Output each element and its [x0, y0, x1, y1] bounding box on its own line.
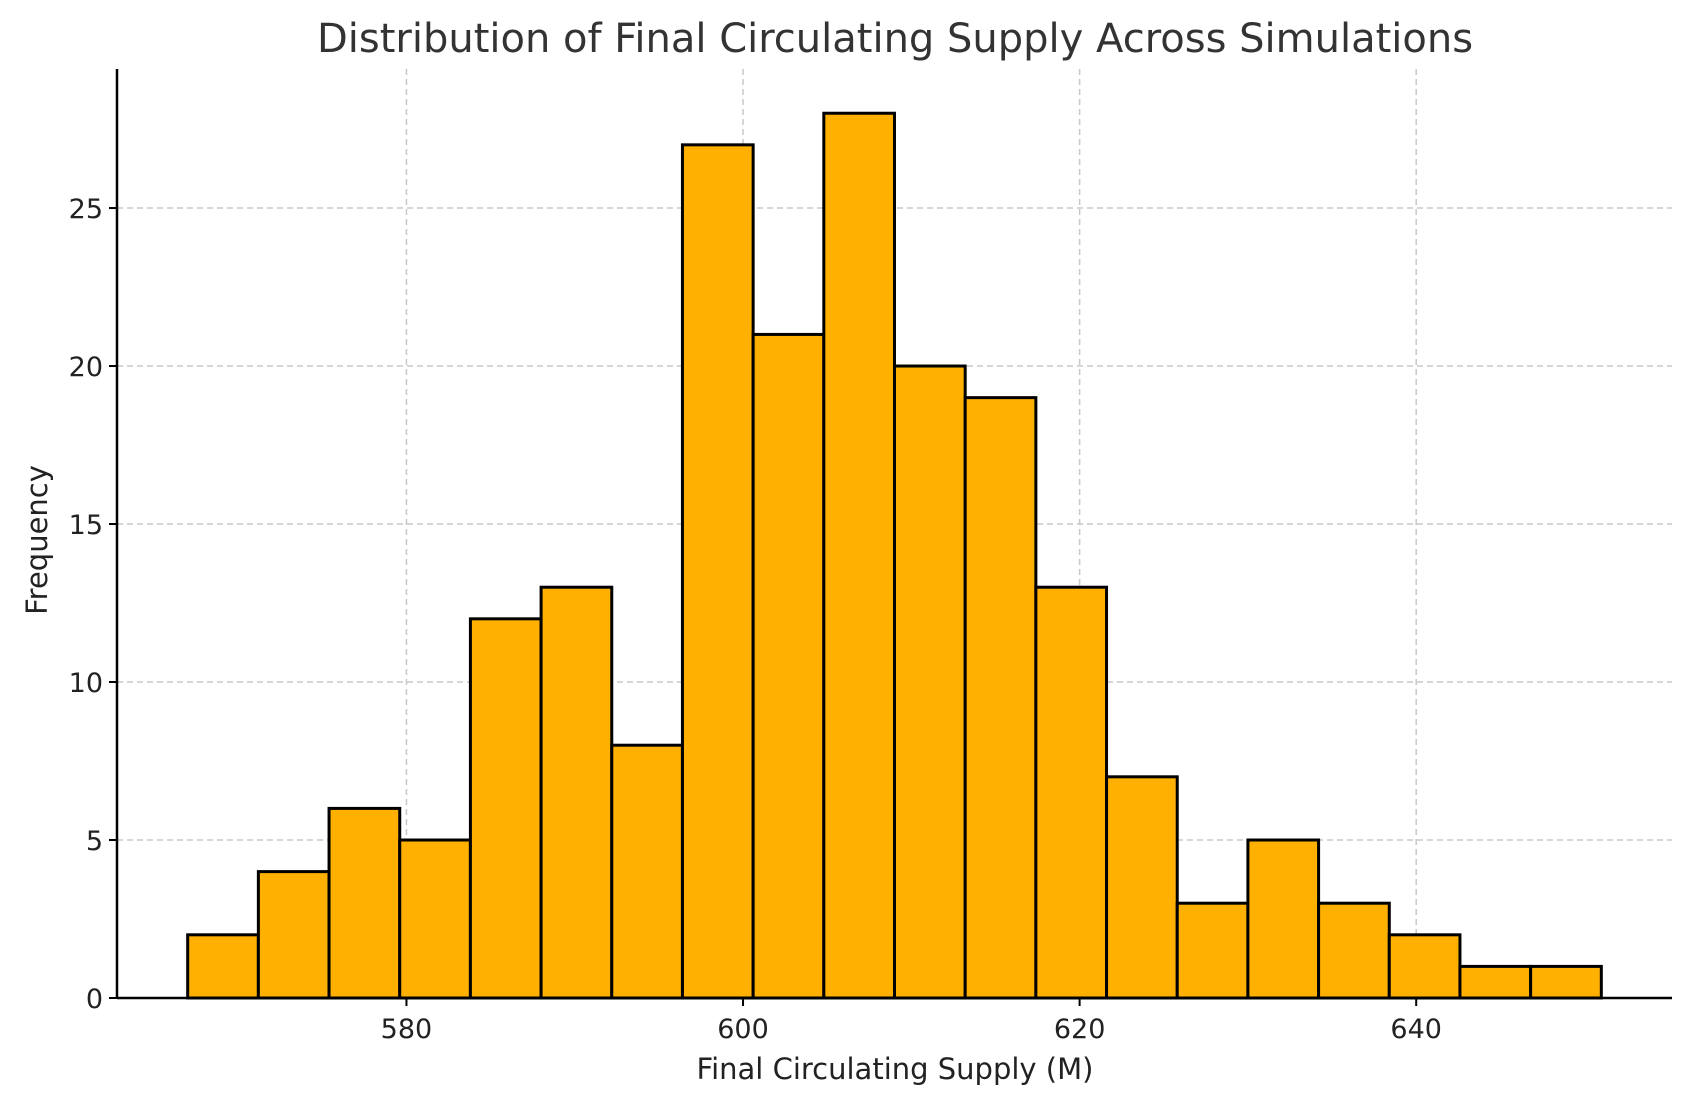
histogram-bar [1034, 585, 1109, 1000]
axes: 580 600 620 640 0 5 10 15 20 25 [69, 69, 1672, 1045]
chart-title: Distribution of Final Circulating Supply… [317, 16, 1473, 62]
y-tick-label: 15 [69, 510, 103, 541]
histogram-bar [893, 364, 967, 1000]
y-tick-label: 20 [69, 352, 103, 383]
histogram-bar [1529, 964, 1603, 1000]
histogram-bar [822, 111, 896, 1000]
histogram-bar [468, 617, 543, 1000]
histogram-bar [751, 332, 826, 1000]
y-tick-label: 0 [86, 984, 103, 1015]
histogram-bar [1317, 901, 1391, 1000]
y-tick-label: 10 [69, 668, 103, 699]
y-tick-label: 5 [86, 826, 103, 857]
x-tick-label: 640 [1390, 1014, 1442, 1045]
histogram-bar [680, 143, 755, 1000]
histogram-bar [1387, 933, 1462, 1000]
histogram-bar [963, 396, 1038, 1000]
x-tick-label: 580 [381, 1014, 433, 1045]
histogram-bar [256, 870, 331, 1000]
histogram-bar [1458, 964, 1533, 1000]
histogram-bars [186, 111, 1603, 1000]
histogram-bar [1105, 775, 1179, 1000]
histogram-bar [1246, 838, 1321, 1000]
histogram-bar [539, 585, 614, 1000]
x-axis-label: Final Circulating Supply (M) [697, 1052, 1094, 1086]
histogram-bar [1175, 901, 1250, 1000]
histogram-bar [398, 838, 472, 1000]
x-tick-label: 600 [717, 1014, 769, 1045]
histogram-bar [610, 743, 684, 1000]
y-tick-label: 25 [69, 194, 103, 225]
histogram-bar [186, 933, 260, 1000]
y-axis-label: Frequency [20, 465, 54, 615]
x-tick-label: 620 [1054, 1014, 1106, 1045]
histogram-bar [327, 806, 402, 1000]
